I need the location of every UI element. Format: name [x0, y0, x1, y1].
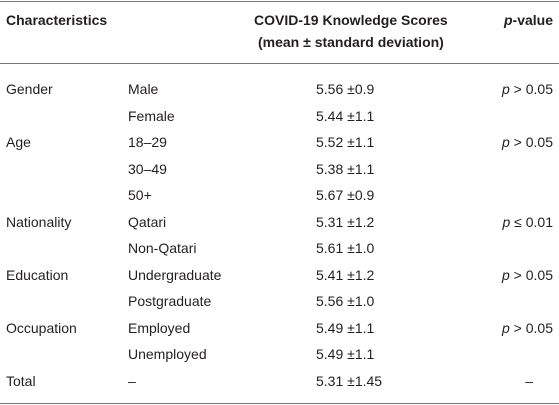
row-score: 5.61 ±1.0 — [316, 240, 375, 256]
row-group: Nationality — [6, 213, 72, 230]
header-pvalue: p-value — [504, 11, 553, 29]
row-score: 5.67 ±0.9 — [316, 187, 375, 203]
row-sub: – — [128, 372, 136, 389]
p-symbol: p — [501, 319, 510, 336]
header-p-text: -value — [512, 12, 553, 28]
row-score: 5.52 ±1.1 — [316, 134, 375, 150]
row-sub: Female — [128, 107, 175, 124]
row-sub: 50+ — [128, 187, 152, 203]
top-rule — [0, 1, 559, 2]
p-text: > 0.05 — [513, 134, 553, 150]
p-text: > 0.05 — [513, 266, 553, 283]
row-score: 5.49 ±1.1 — [316, 346, 375, 362]
row-score: 5.38 ±1.1 — [316, 160, 375, 177]
header-scores-line1: COVID-19 Knowledge Scores — [254, 12, 448, 28]
header-scores-line2: (mean ± standard deviation) — [258, 34, 444, 50]
row-group: Occupation — [6, 319, 77, 336]
row-score: 5.49 ±1.1 — [316, 319, 375, 336]
row-sub: Postgraduate — [128, 293, 212, 309]
row-score: 5.44 ±1.1 — [316, 107, 375, 124]
p-symbol: p — [501, 266, 510, 283]
row-pvalue: p ≤ 0.01 — [502, 213, 553, 231]
row-score: 5.31 ±1.2 — [316, 213, 375, 230]
row-pvalue: p > 0.05 — [502, 266, 553, 284]
p-symbol: p — [501, 134, 510, 150]
header-p-symbol: p — [503, 12, 513, 28]
row-group: Total — [6, 372, 36, 389]
bottom-rule — [0, 403, 559, 404]
header-rule — [0, 63, 559, 64]
row-pvalue: p > 0.05 — [502, 133, 553, 151]
row-sub: Qatari — [128, 213, 167, 230]
row-sub: Undergraduate — [128, 266, 222, 283]
p-text: ≤ 0.01 — [514, 213, 553, 230]
row-score: 5.56 ±1.0 — [316, 293, 375, 309]
p-text: > 0.05 — [513, 319, 553, 336]
row-sub: Employed — [128, 319, 191, 336]
row-group: Gender — [6, 81, 53, 97]
p-symbol: p — [502, 213, 511, 230]
header-characteristics: Characteristics — [6, 12, 108, 28]
row-pvalue: p > 0.05 — [502, 80, 553, 98]
row-sub: Male — [128, 81, 159, 97]
row-sub: Non-Qatari — [128, 240, 197, 256]
row-sub: 30–49 — [128, 160, 167, 177]
row-group: Age — [6, 134, 31, 150]
p-symbol: p — [501, 81, 510, 97]
row-pvalue: – — [525, 372, 533, 389]
p-text: > 0.05 — [513, 81, 553, 97]
row-score: 5.41 ±1.2 — [316, 266, 375, 283]
row-sub: Unemployed — [128, 346, 207, 362]
row-score: 5.56 ±0.9 — [316, 81, 375, 97]
row-score: 5.31 ±1.45 — [316, 372, 383, 389]
row-sub: 18–29 — [128, 134, 167, 150]
row-pvalue: p > 0.05 — [502, 319, 553, 337]
row-group: Education — [6, 266, 69, 283]
